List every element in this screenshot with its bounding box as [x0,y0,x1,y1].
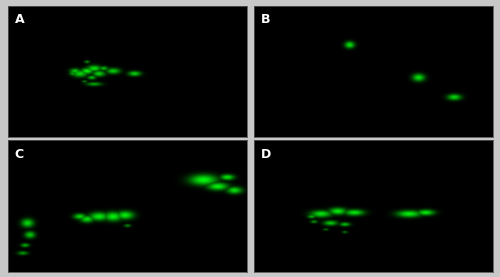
Text: B: B [260,13,270,26]
Text: D: D [260,148,271,161]
Text: A: A [14,13,24,26]
Text: C: C [14,148,24,161]
